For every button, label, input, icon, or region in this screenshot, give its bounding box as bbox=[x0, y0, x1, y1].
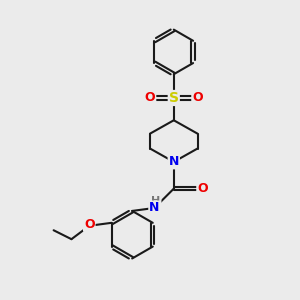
Text: H: H bbox=[151, 196, 160, 206]
Text: O: O bbox=[192, 92, 203, 104]
Text: O: O bbox=[84, 218, 94, 231]
Text: O: O bbox=[145, 92, 155, 104]
Text: N: N bbox=[169, 155, 179, 168]
Text: O: O bbox=[197, 182, 208, 195]
Text: N: N bbox=[149, 202, 160, 214]
Text: S: S bbox=[169, 91, 179, 105]
